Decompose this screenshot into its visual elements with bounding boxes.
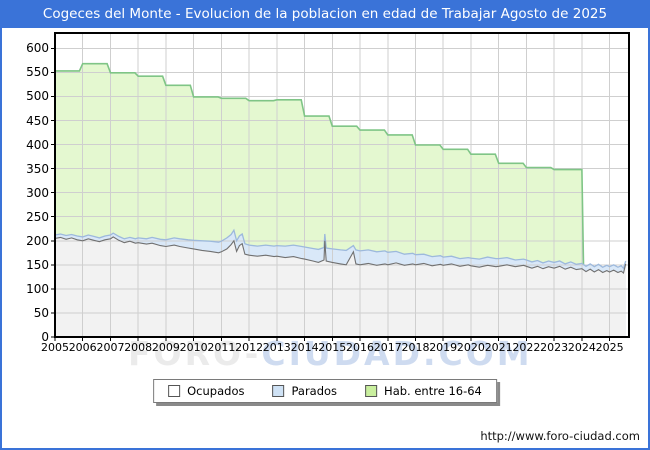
legend-swatch-hab-entre-16-64 [365, 385, 378, 397]
x-axis-label: 2021 [484, 341, 513, 354]
y-axis-label: 300 [26, 185, 49, 200]
page-title: Cogeces del Monte - Evolucion de la pobl… [42, 6, 608, 22]
y-axis-label: 250 [26, 209, 49, 224]
legend-label-ocupados: Ocupados [187, 384, 245, 398]
y-axis-label: 100 [26, 281, 49, 296]
y-axis-label: 50 [33, 305, 49, 320]
x-axis-label: 2005 [41, 341, 69, 354]
x-axis-label: 2009 [151, 341, 180, 354]
x-axis-label: 2015 [318, 341, 347, 354]
y-axis-label: 600 [26, 41, 49, 56]
legend-swatch-ocupados [168, 385, 181, 397]
x-axis-label: 2018 [401, 341, 430, 354]
x-axis-label: 2006 [68, 341, 97, 354]
legend-swatch-parados [272, 385, 285, 397]
y-axis-label: 350 [26, 161, 49, 176]
x-axis-label: 2025 [595, 341, 624, 354]
x-axis-label: 2020 [456, 341, 485, 354]
legend-label-hab-entre-16-64: Hab. entre 16-64 [384, 384, 482, 398]
x-axis-label: 2013 [262, 341, 291, 354]
y-axis-label: 150 [26, 257, 49, 272]
y-axis-label: 400 [26, 137, 49, 152]
legend: Ocupados Parados Hab. entre 16-64 [153, 379, 497, 403]
y-axis-label: 200 [26, 233, 49, 248]
x-axis-label: 2022 [512, 341, 541, 354]
title-bar: Cogeces del Monte - Evolucion de la pobl… [0, 0, 650, 28]
x-axis-label: 2024 [567, 341, 596, 354]
legend-item-hab-entre-16-64: Hab. entre 16-64 [365, 384, 482, 398]
x-axis-label: 2016 [346, 341, 374, 354]
y-axis-label: 550 [26, 65, 49, 80]
legend-item-parados: Parados [272, 384, 337, 398]
x-axis-label: 2011 [207, 341, 236, 354]
watermark-part2: CIUDAD.COM [261, 334, 533, 373]
x-axis-label: 2007 [96, 341, 125, 354]
x-axis-label: 2017 [373, 341, 402, 354]
x-axis-label: 2014 [290, 341, 319, 354]
y-axis-label: 500 [26, 89, 49, 104]
x-axis-label: 2023 [540, 341, 569, 354]
y-axis-label: 0 [41, 330, 49, 344]
y-axis-label: 450 [26, 113, 49, 128]
legend-item-ocupados: Ocupados [168, 384, 244, 398]
x-axis-label: 2008 [124, 341, 153, 354]
x-axis-label: 2012 [235, 341, 264, 354]
x-axis-label: 2019 [429, 341, 458, 354]
legend-label-parados: Parados [291, 384, 338, 398]
x-axis-label: 2010 [179, 341, 208, 354]
footer-url: http://www.foro-ciudad.com [480, 429, 640, 443]
